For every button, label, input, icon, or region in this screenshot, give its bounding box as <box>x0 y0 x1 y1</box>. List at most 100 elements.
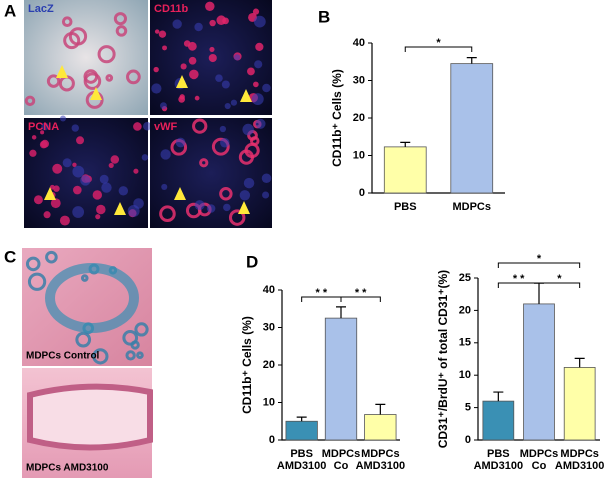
bar <box>482 400 515 441</box>
micrographs: LacZ CD11b PCNA vWF MDPCs Control MDPCs AMD31… <box>22 0 272 478</box>
nucleus <box>206 204 216 213</box>
nucleus <box>251 93 264 106</box>
panel-label: D <box>246 252 258 271</box>
cell <box>110 155 120 164</box>
cell <box>125 350 136 361</box>
cell <box>45 250 58 264</box>
y-tick-label: 25 <box>459 272 471 284</box>
image-label: MDPCs Control <box>26 351 100 362</box>
x-tick-label: MDPCs Co <box>520 448 559 472</box>
cell <box>92 348 109 365</box>
cell <box>158 30 167 38</box>
bar <box>523 303 555 441</box>
image-label: PCNA <box>28 121 59 133</box>
micrograph <box>24 118 148 228</box>
image-label: vWF <box>154 121 178 133</box>
x-tick-label: MDPCs AMD3100 <box>356 448 406 472</box>
cell <box>255 42 264 51</box>
significance-bracket <box>538 282 581 288</box>
error-bar <box>296 416 307 422</box>
error-bar <box>466 57 477 64</box>
charts: 0 10 20 30 40 CD11b⁺ Cells (%) PBS MDPCs * 0 10 20 3… <box>240 37 604 472</box>
bar <box>563 367 596 441</box>
nucleus <box>172 19 182 29</box>
cell <box>59 215 70 226</box>
significance-label: * <box>537 253 542 265</box>
cell <box>209 19 216 27</box>
cell <box>153 66 159 73</box>
cell <box>33 195 43 205</box>
y-tick-label: 30 <box>353 74 365 86</box>
panel-label: A <box>4 1 16 20</box>
y-tick-label: 0 <box>359 187 365 199</box>
error-bar <box>493 391 504 402</box>
cell <box>53 185 60 192</box>
vessel <box>27 383 153 451</box>
nucleus <box>141 154 149 161</box>
nucleus <box>224 102 231 110</box>
error-bar <box>375 403 386 415</box>
nucleus <box>242 123 254 136</box>
y-tick-label: 30 <box>263 321 275 333</box>
cell <box>249 136 260 146</box>
y-tick-label: 5 <box>465 402 471 414</box>
cell <box>68 27 88 46</box>
cell <box>72 162 77 167</box>
image-label: MDPCs AMD3100 <box>26 463 109 474</box>
cell <box>39 140 48 149</box>
error-bar <box>574 357 585 368</box>
nucleus <box>254 60 263 69</box>
y-tick-label: 20 <box>263 359 275 371</box>
cell <box>40 130 45 135</box>
x-tick-label: MDPCs AMD3100 <box>555 448 605 472</box>
image-label: CD11b <box>154 3 189 15</box>
cell <box>83 72 102 90</box>
cell <box>95 214 101 220</box>
nucleus <box>151 83 162 94</box>
significance-bracket <box>404 46 473 52</box>
nucleus <box>243 177 255 189</box>
cell <box>46 74 61 88</box>
y-tick-label: 0 <box>269 434 275 446</box>
cell <box>179 94 185 100</box>
nucleus <box>255 118 266 129</box>
bar <box>450 63 494 194</box>
bar <box>383 146 427 194</box>
nucleus <box>194 200 205 211</box>
cell <box>24 95 36 107</box>
y-tick-label: 40 <box>353 37 365 49</box>
cell <box>133 122 142 131</box>
significance-bracket <box>497 262 581 268</box>
nucleus <box>99 174 109 184</box>
significance-label: * * <box>513 273 525 285</box>
nucleus <box>62 158 72 168</box>
cell <box>115 25 128 37</box>
nucleus <box>219 125 227 133</box>
y-axis-label: CD11b⁺ Cells (%) <box>240 316 254 414</box>
significance-label: * * <box>316 287 328 299</box>
cell <box>211 137 230 156</box>
cell <box>113 12 128 26</box>
cell <box>73 185 82 195</box>
y-tick-label: 20 <box>353 112 365 124</box>
y-tick-label: 20 <box>459 304 471 316</box>
micrograph <box>24 0 148 115</box>
nucleus <box>215 74 223 82</box>
cell <box>80 274 89 282</box>
cell <box>97 45 116 64</box>
nucleus <box>194 22 203 32</box>
nucleus <box>253 15 266 28</box>
nucleus <box>161 183 168 190</box>
cell <box>31 135 37 140</box>
cell <box>162 45 168 51</box>
image-label: LacZ <box>28 3 54 15</box>
cell <box>61 16 73 28</box>
arrowhead <box>90 87 102 100</box>
cell <box>216 15 226 25</box>
nucleus <box>80 175 91 186</box>
x-tick-label: MDPCs <box>452 201 491 213</box>
nucleus <box>59 115 67 122</box>
cell <box>92 190 103 200</box>
nucleus <box>101 182 112 193</box>
